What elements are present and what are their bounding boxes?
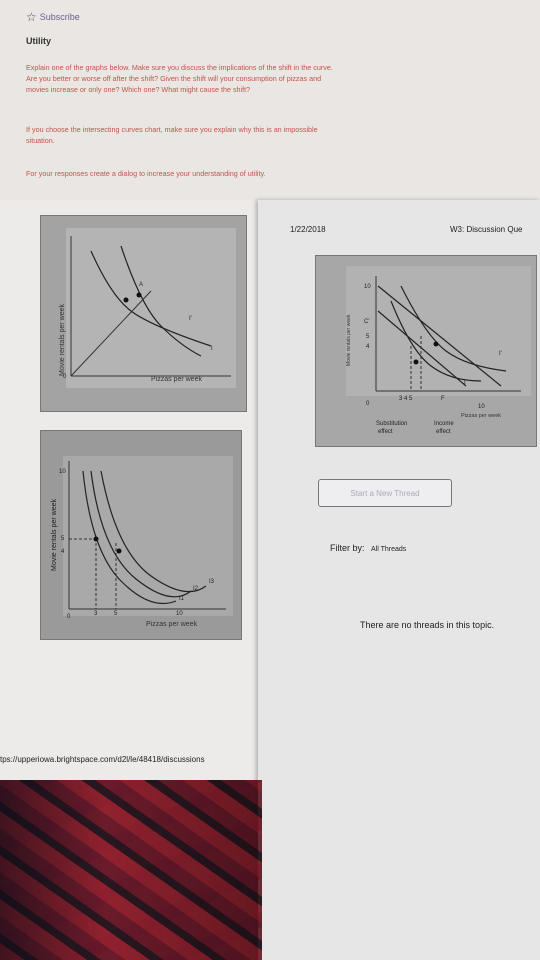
instruction-paragraph-3: For your responses create a dialog to in… bbox=[26, 169, 266, 178]
graph-2-ylabel: Movie rentals per week bbox=[51, 499, 58, 571]
graph-indifference-map: Movie rentals per week Pizzas per week 1… bbox=[40, 430, 242, 640]
graph-1-ylabel: Movie rentals per week bbox=[59, 304, 66, 376]
filter-by[interactable]: Filter by: All Threads bbox=[330, 543, 406, 553]
graph-3-plot bbox=[346, 266, 531, 396]
instruction-paragraph-2: If you choose the intersecting curves ch… bbox=[26, 125, 318, 145]
graph-3-ylabel: Movie rentals per week bbox=[346, 314, 352, 366]
printed-page-top bbox=[0, 0, 540, 205]
graph-2-xlabel: Pizzas per week bbox=[146, 621, 197, 628]
subscribe-label: Subscribe bbox=[39, 12, 80, 22]
section-title: Utility bbox=[26, 36, 52, 46]
empty-threads-message: There are no threads in this topic. bbox=[360, 620, 495, 630]
filter-value[interactable]: All Threads bbox=[371, 546, 407, 553]
discussion-title: W3: Discussion Que bbox=[450, 225, 523, 234]
graph-3-xlabel: Pizzas per week bbox=[461, 413, 502, 419]
graph-intersecting-curves: Movie rentals per week Pizzas per week 0… bbox=[40, 215, 247, 412]
subscribe-link[interactable]: ☆ Subscribe bbox=[26, 10, 80, 24]
graph-substitution-income: Movie rentals per week Pizzas per week 1… bbox=[315, 255, 537, 447]
start-new-thread-button[interactable]: Start a New Thread bbox=[318, 479, 452, 507]
graph-2-plot bbox=[63, 456, 233, 616]
page-url: tps://upperiowa.brightspace.com/d2l/le/4… bbox=[0, 755, 205, 764]
filter-label: Filter by: bbox=[330, 543, 365, 553]
print-date: 1/22/2018 bbox=[290, 225, 326, 234]
instruction-paragraph-1: Explain one of the graphs below. Make su… bbox=[26, 63, 333, 94]
graph-1-xlabel: Pizzas per week bbox=[151, 376, 202, 383]
star-icon: ☆ bbox=[26, 10, 37, 24]
graph-1-plot bbox=[66, 228, 236, 388]
